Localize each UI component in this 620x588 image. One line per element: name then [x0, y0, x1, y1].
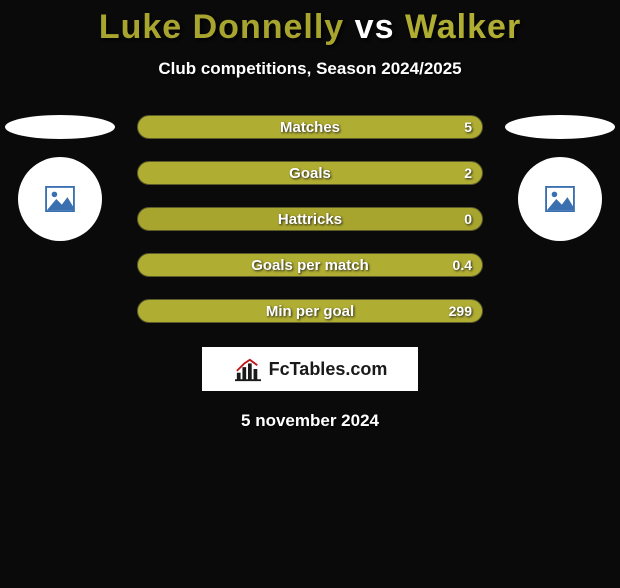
stat-bar: Matches5 — [137, 115, 483, 139]
stat-value-right: 0 — [464, 208, 472, 230]
brand-text: FcTables.com — [269, 359, 388, 380]
stat-bar: Goals per match0.4 — [137, 253, 483, 277]
subtitle: Club competitions, Season 2024/2025 — [0, 59, 620, 79]
title-player2: Walker — [405, 8, 521, 46]
stats-bars: Matches5Goals2Hattricks0Goals per match0… — [137, 115, 483, 323]
image-placeholder-icon — [545, 186, 575, 212]
title-vs: vs — [355, 8, 395, 46]
stat-label: Goals — [138, 162, 482, 184]
stat-label: Goals per match — [138, 254, 482, 276]
player2-avatar-wrap — [500, 115, 620, 241]
stat-label: Min per goal — [138, 300, 482, 322]
comparison-content: Matches5Goals2Hattricks0Goals per match0… — [0, 115, 620, 323]
page-title: Luke Donnelly vs Walker — [0, 8, 620, 47]
title-player1: Luke Donnelly — [99, 8, 344, 46]
player1-avatar-wrap — [0, 115, 120, 241]
stat-bar: Goals2 — [137, 161, 483, 185]
stat-value-right: 299 — [449, 300, 472, 322]
stat-value-right: 2 — [464, 162, 472, 184]
brand-badge[interactable]: FcTables.com — [202, 347, 418, 391]
footer-date: 5 november 2024 — [0, 411, 620, 431]
stat-bar: Min per goal299 — [137, 299, 483, 323]
brand-chart-icon — [233, 356, 263, 382]
player2-avatar — [518, 157, 602, 241]
stat-bar: Hattricks0 — [137, 207, 483, 231]
player1-shadow — [5, 115, 115, 139]
stat-label: Matches — [138, 116, 482, 138]
stat-value-right: 0.4 — [453, 254, 472, 276]
image-placeholder-icon — [45, 186, 75, 212]
player1-avatar — [18, 157, 102, 241]
player2-shadow — [505, 115, 615, 139]
stat-label: Hattricks — [138, 208, 482, 230]
stat-value-right: 5 — [464, 116, 472, 138]
